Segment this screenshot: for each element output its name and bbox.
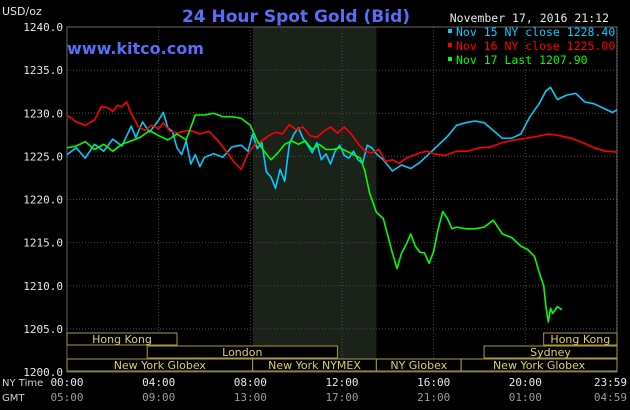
series-line-1 <box>66 101 618 171</box>
session-box <box>483 345 618 359</box>
y-tick-label: 1235.0 <box>23 64 63 77</box>
chart-title: 24 Hour Spot Gold (Bid) <box>182 7 410 27</box>
legend-swatch-nov15 <box>448 29 452 33</box>
x-tick-label: 16:00 <box>417 376 450 389</box>
legend-swatch-nov17 <box>448 57 452 61</box>
series-line-2 <box>66 112 563 323</box>
session-label: New York NYMEX <box>268 359 361 372</box>
session-label: NY Globex <box>390 359 447 372</box>
x-tick-label: 00:00 <box>50 376 83 389</box>
x-tick-label: 20:00 <box>509 376 542 389</box>
x-tick-label: 17:00 <box>325 391 358 404</box>
x-tick-label: 04:00 <box>142 376 175 389</box>
unit-label: USD/oz <box>2 5 42 18</box>
legend-label-nov15: Nov 15 NY close 1228.40 <box>456 25 615 39</box>
session-box <box>146 345 338 359</box>
y-tick-label: 1240.0 <box>23 21 63 34</box>
y-tick-label: 1220.0 <box>23 194 63 207</box>
session-label: New York Globex <box>493 359 586 372</box>
session-label: Hong Kong <box>550 333 610 346</box>
session-box <box>543 332 618 346</box>
session-box <box>460 358 618 372</box>
y-tick-label: 1205.0 <box>23 323 63 336</box>
legend-swatch-nov16 <box>448 43 452 47</box>
x-tick-label: 01:00 <box>509 391 542 404</box>
session-label: Sydney <box>530 346 571 359</box>
x-tick-label: 08:00 <box>234 376 267 389</box>
legend-label-nov16: Nov 16 NY close 1225.00 <box>456 39 615 53</box>
y-tick-label: 1230.0 <box>23 107 63 120</box>
x-axis-row-label: NY Time <box>2 378 43 389</box>
x-tick-label: 09:00 <box>142 391 175 404</box>
x-tick-label: 05:00 <box>50 391 83 404</box>
x-tick-label: 21:00 <box>417 391 450 404</box>
y-tick-label: 1210.0 <box>23 280 63 293</box>
watermark-text: www.kitco.com <box>67 39 204 58</box>
session-label: Hong Kong <box>92 333 152 346</box>
legend: Nov 15 NY close 1228.40 Nov 16 NY close … <box>448 25 615 67</box>
session-label: New York Globex <box>114 359 207 372</box>
x-tick-label: 23:59 <box>594 376 627 389</box>
legend-label-nov17: Nov 17 Last 1207.90 <box>456 53 588 67</box>
x-axis-row-label: GMT <box>2 393 25 404</box>
y-tick-label: 1200.0 <box>23 366 63 379</box>
y-tick-label: 1215.0 <box>23 237 63 250</box>
series-line-0 <box>66 86 618 190</box>
y-tick-label: 1225.0 <box>23 150 63 163</box>
timestamp-label: November 17, 2016 21:12 <box>450 11 609 25</box>
session-label: London <box>222 346 262 359</box>
x-tick-label: 04:59 <box>594 391 627 404</box>
plot-frame <box>66 26 618 373</box>
session-box <box>66 332 178 346</box>
x-tick-label: 12:00 <box>325 376 358 389</box>
x-tick-label: 13:00 <box>234 391 267 404</box>
